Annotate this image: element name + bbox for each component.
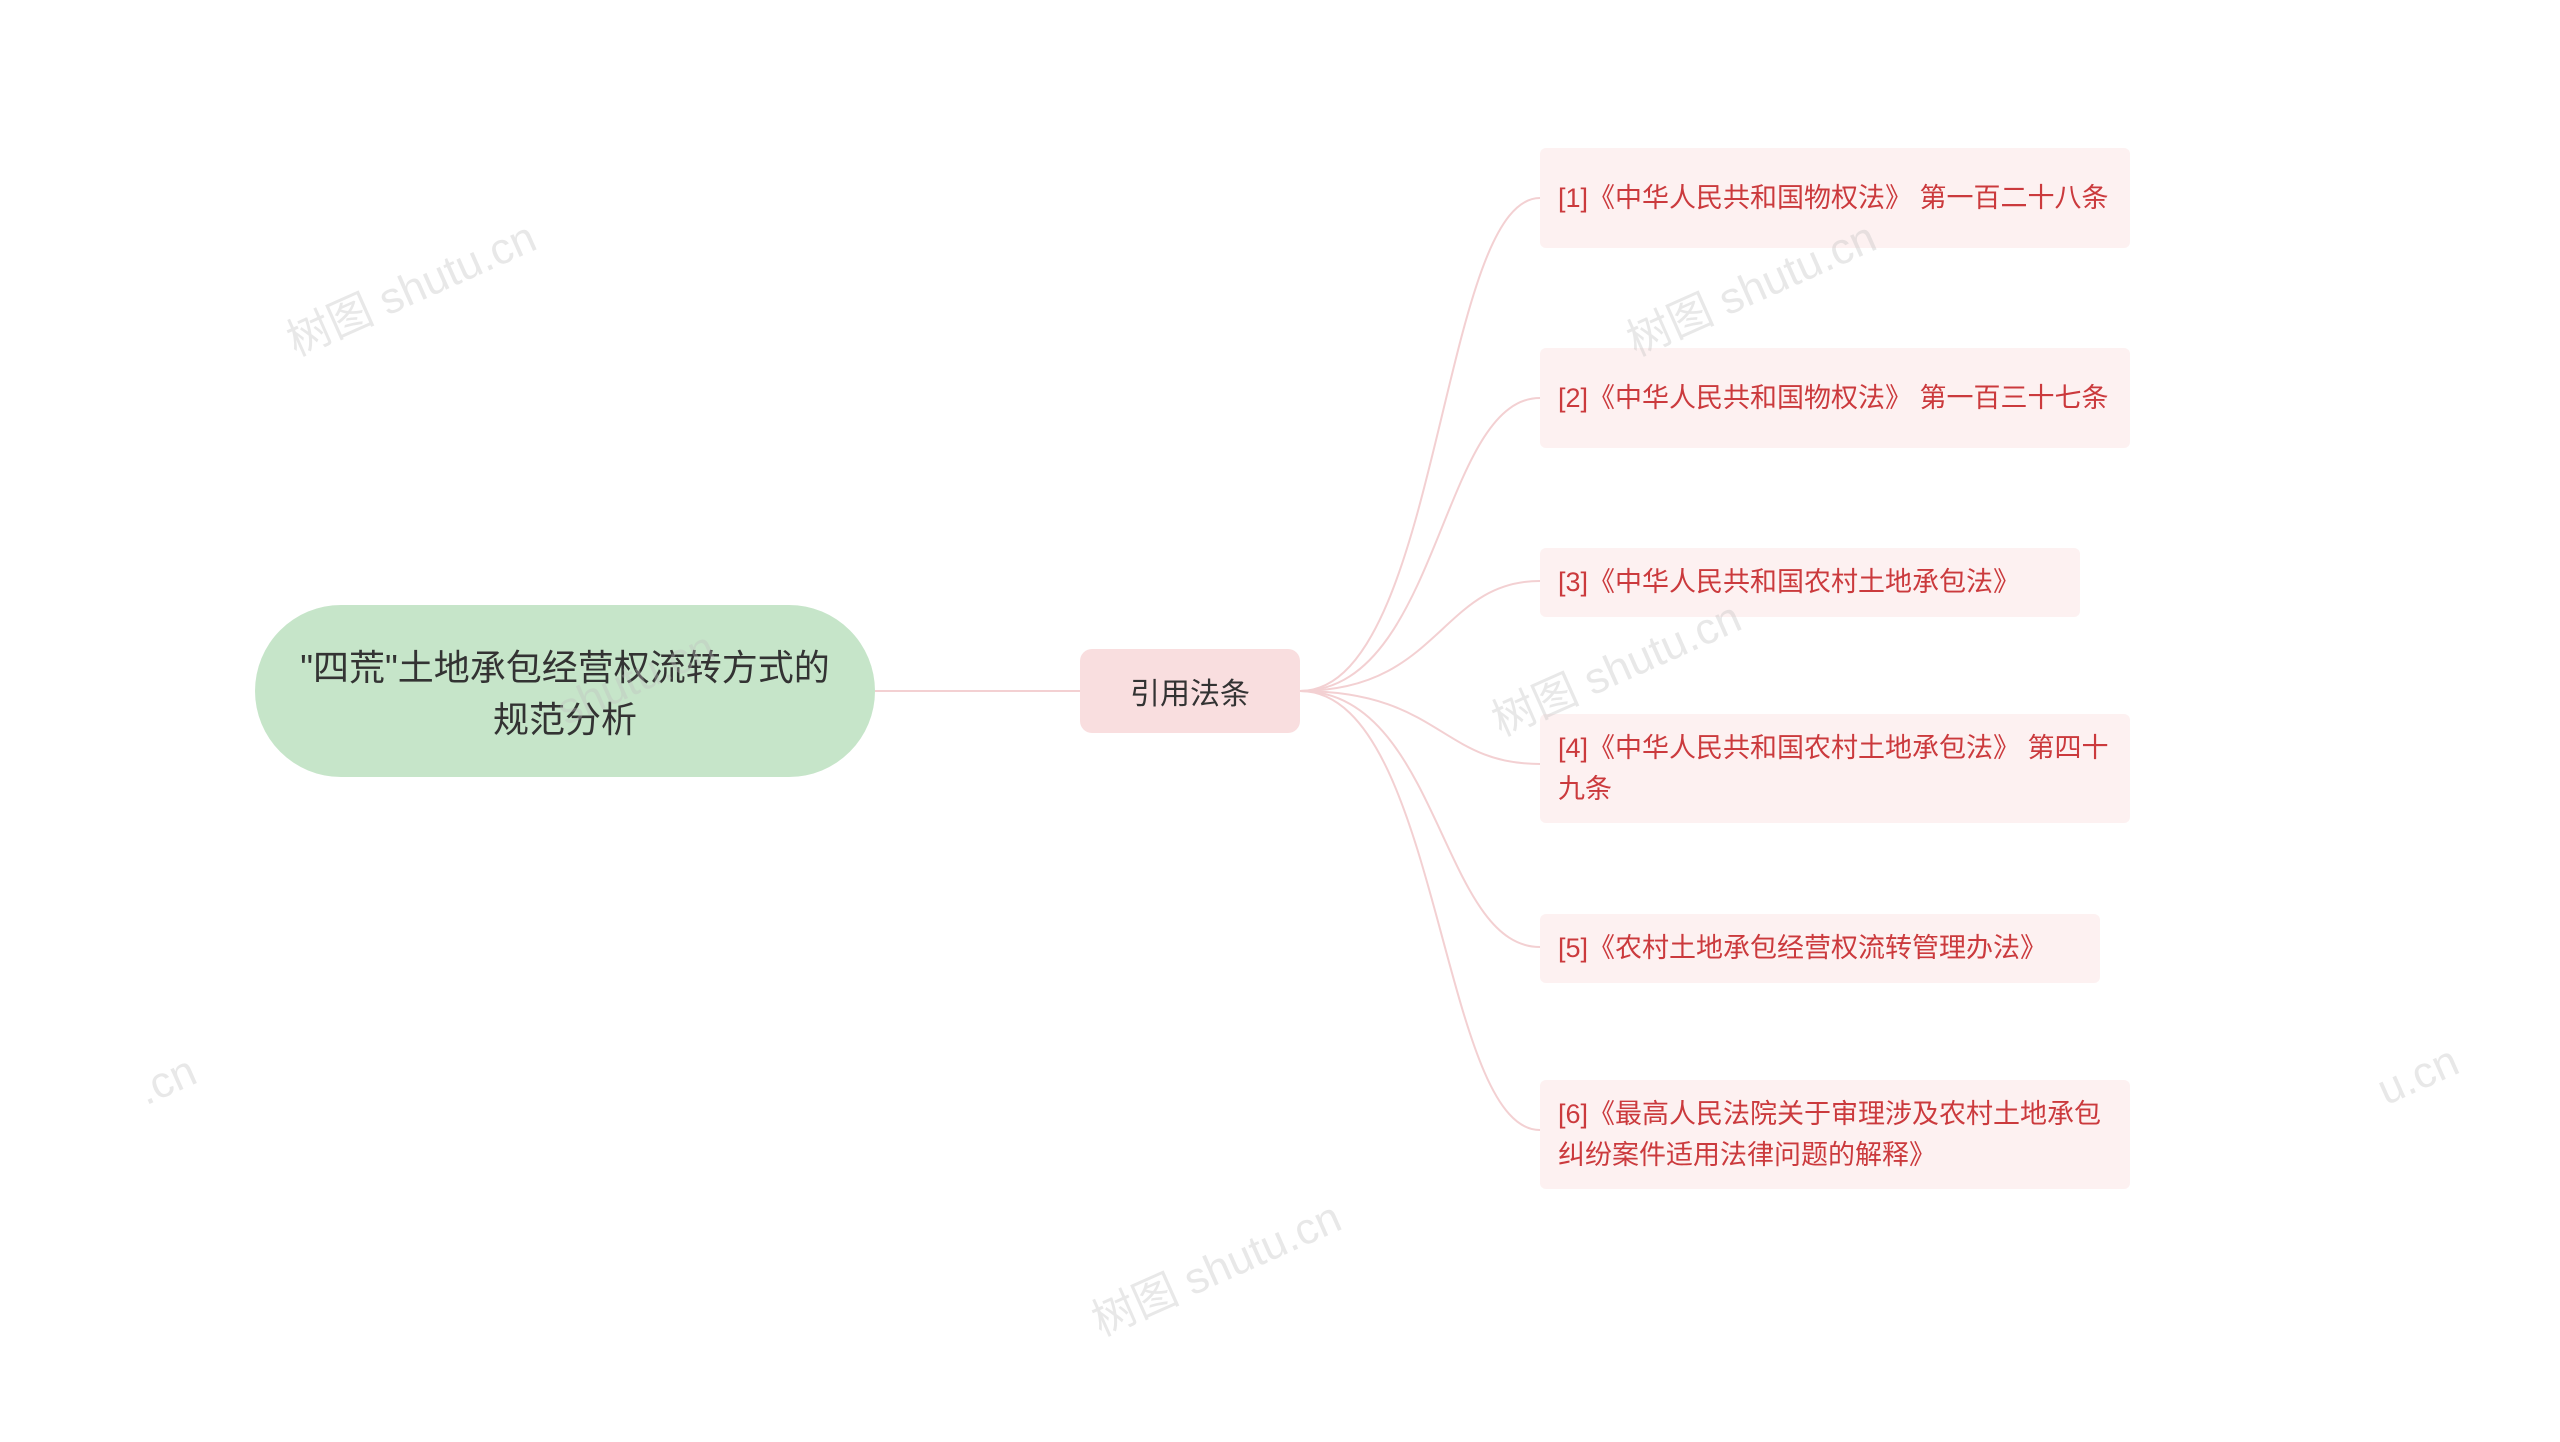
leaf-node-text: [1]《中华人民共和国物权法》 第一百二十八条: [1558, 178, 2109, 219]
leaf-node: [2]《中华人民共和国物权法》 第一百三十七条: [1540, 348, 2130, 448]
root-node: "四荒"土地承包经营权流转方式的规范分析: [255, 605, 875, 777]
watermark: u.cn: [2370, 1036, 2466, 1116]
watermark: 树图 shutu.cn: [1080, 1182, 1350, 1349]
leaf-node: [1]《中华人民共和国物权法》 第一百二十八条: [1540, 148, 2130, 248]
category-node-text: 引用法条: [1130, 669, 1250, 713]
leaf-node: [3]《中华人民共和国农村土地承包法》: [1540, 548, 2080, 617]
leaf-node: [6]《最高人民法院关于审理涉及农村土地承包纠纷案件适用法律问题的解释》: [1540, 1080, 2130, 1189]
watermark: .cn: [130, 1046, 204, 1116]
leaf-node-text: [3]《中华人民共和国农村土地承包法》: [1558, 562, 2020, 603]
leaf-node-text: [4]《中华人民共和国农村土地承包法》 第四十九条: [1558, 728, 2112, 809]
leaf-node-text: [2]《中华人民共和国物权法》 第一百三十七条: [1558, 378, 2109, 419]
leaf-node-text: [6]《最高人民法院关于审理涉及农村土地承包纠纷案件适用法律问题的解释》: [1558, 1094, 2112, 1175]
leaf-node: [5]《农村土地承包经营权流转管理办法》: [1540, 914, 2100, 983]
watermark: 树图 shutu.cn: [275, 202, 545, 369]
leaf-node: [4]《中华人民共和国农村土地承包法》 第四十九条: [1540, 714, 2130, 823]
category-node: 引用法条: [1080, 649, 1300, 733]
root-node-text: "四荒"土地承包经营权流转方式的规范分析: [295, 639, 835, 743]
leaf-node-text: [5]《农村土地承包经营权流转管理办法》: [1558, 928, 2047, 969]
